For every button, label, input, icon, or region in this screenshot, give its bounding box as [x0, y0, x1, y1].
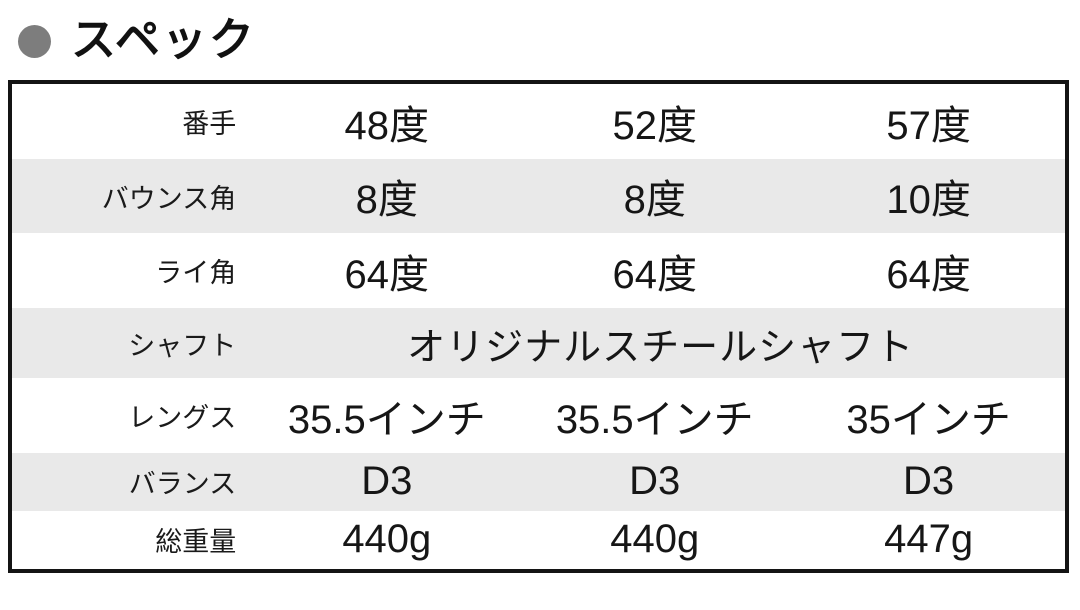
spec-value-cell: D3 [517, 452, 793, 511]
spec-value-cell: D3 [256, 452, 518, 511]
table-row-length: レングス 35.5インチ 35.5インチ 35インチ [10, 378, 1067, 452]
spec-value-cell: 35.5インチ [555, 397, 754, 442]
bullet-circle-icon [18, 24, 51, 58]
spec-value-cell-merged: オリジナルスチールシャフト [256, 307, 1067, 379]
table-row-club-number: 番手 48度 52度 57度 [10, 82, 1067, 159]
row-label: バウンス角 [10, 159, 257, 234]
row-label: シャフト [10, 307, 257, 379]
row-label: レングス [128, 403, 237, 434]
spec-value-cell: 64度 [344, 252, 430, 297]
row-label: ライ角 [155, 258, 237, 289]
spec-value-cell: 64度 [612, 252, 698, 297]
row-label: 番手 [182, 109, 237, 139]
table-row-shaft: シャフト オリジナルスチールシャフト [10, 307, 1067, 379]
spec-value-cell: 35.5インチ [287, 397, 486, 442]
spec-value-cell: 8度 [256, 159, 518, 234]
spec-value-cell: D3 [792, 452, 1067, 511]
row-label: 総重量 [155, 527, 237, 558]
spec-value-cell: 447g [884, 517, 974, 562]
spec-value-cell: 8度 [517, 159, 793, 234]
spec-value-cell: 64度 [886, 252, 971, 297]
spec-value-cell: 440g [342, 517, 432, 562]
table-row-balance: バランス D3 D3 D3 [10, 452, 1067, 511]
section-title: スペック [71, 13, 256, 65]
spec-value-cell: 440g [610, 517, 700, 562]
table-row-total-weight: 総重量 440g 440g 447g [10, 511, 1067, 571]
spec-value-cell: 48度 [344, 103, 430, 148]
spec-value-cell: 35インチ [846, 397, 1011, 442]
table-row-bounce-angle: バウンス角 8度 8度 10度 [10, 159, 1067, 234]
spec-value-cell: 52度 [612, 103, 698, 148]
section-header: スペック [18, 14, 256, 68]
table-row-lie-angle: ライ角 64度 64度 64度 [10, 233, 1067, 307]
row-label: バランス [10, 452, 257, 511]
spec-value-cell: 57度 [886, 103, 971, 148]
spec-value-cell: 10度 [792, 159, 1067, 234]
spec-table: 番手 48度 52度 57度 バウンス角 8度 8度 10度 ライ角 64度 6… [8, 80, 1069, 573]
